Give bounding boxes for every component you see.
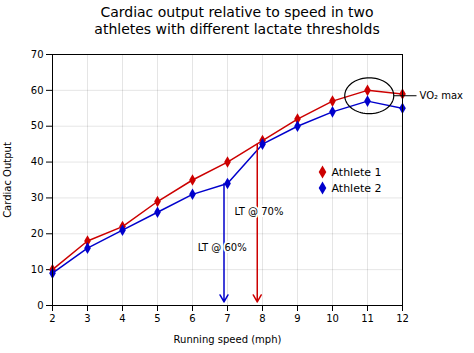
svg-text:LT @ 70%: LT @ 70% bbox=[235, 206, 284, 217]
svg-text:4: 4 bbox=[119, 312, 125, 323]
svg-text:10: 10 bbox=[326, 312, 339, 323]
svg-text:9: 9 bbox=[294, 312, 300, 323]
svg-text:60: 60 bbox=[31, 84, 44, 95]
svg-text:Running speed (mph): Running speed (mph) bbox=[174, 333, 282, 344]
svg-text:0: 0 bbox=[37, 299, 43, 310]
svg-text:Cardiac Output: Cardiac Output bbox=[2, 142, 13, 218]
svg-text:VO₂ max: VO₂ max bbox=[420, 90, 464, 101]
svg-text:2: 2 bbox=[49, 312, 55, 323]
svg-text:70: 70 bbox=[31, 48, 44, 59]
html-text:Cardiac output relative to spe: Cardiac output relative to speed in two … bbox=[94, 4, 380, 37]
svg-text:10: 10 bbox=[31, 263, 44, 274]
svg-text:20: 20 bbox=[31, 228, 44, 239]
svg-text:8: 8 bbox=[259, 312, 265, 323]
svg-text:40: 40 bbox=[31, 156, 44, 167]
svg-text:5: 5 bbox=[154, 312, 160, 323]
svg-text:6: 6 bbox=[189, 312, 195, 323]
svg-text:Athlete 1: Athlete 1 bbox=[332, 165, 382, 178]
svg-text:30: 30 bbox=[31, 192, 44, 203]
svg-text:3: 3 bbox=[84, 312, 90, 323]
svg-text:12: 12 bbox=[396, 312, 409, 323]
svg-text:7: 7 bbox=[224, 312, 230, 323]
svg-text:11: 11 bbox=[361, 312, 374, 323]
svg-text:50: 50 bbox=[31, 120, 44, 131]
svg-text:Athlete 2: Athlete 2 bbox=[332, 181, 382, 194]
svg-text:LT @ 60%: LT @ 60% bbox=[198, 242, 247, 253]
